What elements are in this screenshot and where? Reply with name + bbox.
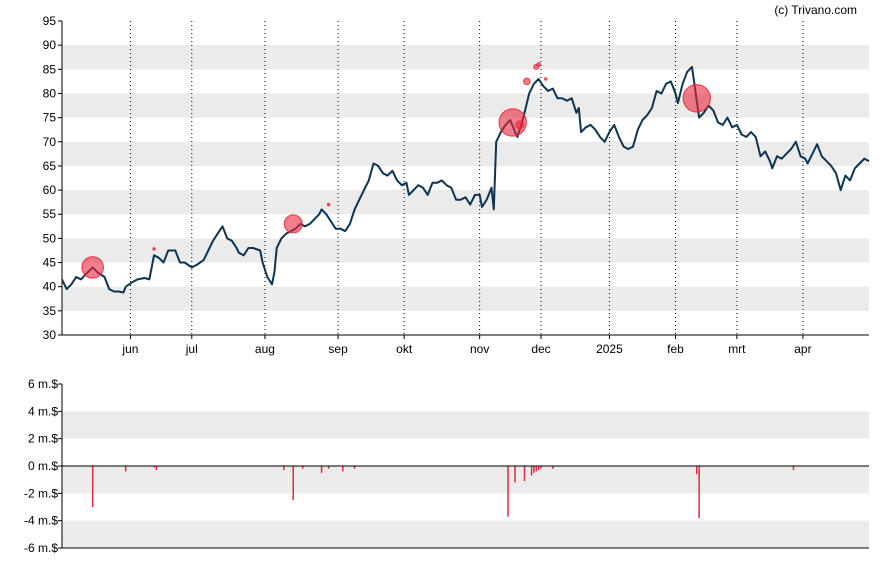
insider-trade-marker xyxy=(536,62,541,67)
x-tick-label: nov xyxy=(470,342,489,356)
insider-volume-bar xyxy=(514,466,516,483)
insider-trade-marker xyxy=(523,77,531,86)
insider-volume-bar xyxy=(342,466,344,472)
price-chart-panel: jun jul aug sep okt nov dec 2025 feb mrt apr 30 35 40… xyxy=(43,14,870,356)
x-tick-label: sep xyxy=(328,342,348,356)
insider-volume-bar xyxy=(153,466,155,468)
price-grid-band xyxy=(62,93,869,118)
x-tick-label: dec xyxy=(531,342,550,356)
volume-grid-band xyxy=(62,411,869,439)
insider-volume-bar xyxy=(792,466,795,471)
volume-grid-band xyxy=(62,520,869,548)
insider-trade-marker xyxy=(81,256,104,279)
insider-volume-bar xyxy=(695,466,698,475)
insider-volume-bar xyxy=(552,466,554,469)
insider-volume-bar xyxy=(530,466,533,476)
insider-trade-marker xyxy=(544,77,548,81)
volume-y-tick-label: 2 m.$ xyxy=(28,432,58,446)
price-y-tick-label: 65 xyxy=(43,159,57,173)
price-grid-band xyxy=(62,286,869,311)
volume-y-tick-label: -4 m.$ xyxy=(24,514,58,528)
insider-trade-marker xyxy=(326,202,331,207)
x-tick-label: jun xyxy=(121,342,138,356)
insider-volume-bar xyxy=(507,466,509,517)
price-y-tick-label: 60 xyxy=(43,183,57,197)
insider-trade-marker xyxy=(152,247,156,251)
insider-volume-bar xyxy=(537,466,540,471)
volume-y-tick-label: -2 m.$ xyxy=(24,486,58,500)
insider-trade-marker xyxy=(283,214,303,234)
volume-grid-band xyxy=(62,466,869,494)
price-y-tick-label: 80 xyxy=(43,86,57,100)
price-y-tick-label: 40 xyxy=(43,280,57,294)
x-tick-label: feb xyxy=(667,342,684,356)
price-y-tick-label: 35 xyxy=(43,304,57,318)
attribution-text: (c) Trivano.com xyxy=(774,3,857,17)
volume-y-tick-label: 0 m.$ xyxy=(28,459,58,473)
price-y-tick-label: 45 xyxy=(43,256,57,270)
volume-y-tick-label: 4 m.$ xyxy=(28,404,58,418)
insider-volume-bar xyxy=(523,466,526,482)
insider-volume-bar xyxy=(155,466,158,471)
insider-volume-bar xyxy=(533,466,535,473)
price-y-tick-label: 85 xyxy=(43,62,57,76)
x-tick-label: aug xyxy=(255,342,275,356)
insider-volume-bar xyxy=(301,466,304,469)
insider-volume-bar xyxy=(91,466,94,507)
x-tick-label: 2025 xyxy=(596,342,623,356)
price-grid-band xyxy=(62,190,869,215)
insider-volume-bar xyxy=(540,466,542,469)
insider-volume-bar xyxy=(327,466,330,469)
volume-y-tick-label: 6 m.$ xyxy=(28,377,58,391)
x-tick-label: jul xyxy=(185,342,198,356)
x-tick-label: mrt xyxy=(728,342,746,356)
insider-trade-marker xyxy=(515,120,525,130)
price-y-tick-label: 50 xyxy=(43,231,57,245)
insider-volume-bar xyxy=(698,466,700,518)
insider-volume-bar xyxy=(535,466,538,472)
price-y-tick-label: 30 xyxy=(43,328,57,342)
price-grid-band xyxy=(62,45,869,70)
price-grid-band xyxy=(62,238,869,263)
x-tick-label: apr xyxy=(794,342,811,356)
insider-volume-bar xyxy=(320,466,323,473)
volume-y-tick-label: -6 m.$ xyxy=(24,541,58,555)
price-y-tick-label: 70 xyxy=(43,135,57,149)
insider-trade-marker xyxy=(682,84,711,113)
price-y-tick-label: 55 xyxy=(43,207,57,221)
price-y-tick-label: 75 xyxy=(43,111,57,125)
insider-volume-panel: -6 m.$ -4 m.$ -2 m.$ 0 m.$ 2 m.$ 4 m.$ 6 m.$ xyxy=(24,377,869,555)
insider-volume-bar xyxy=(292,466,294,501)
insider-volume-bar xyxy=(124,466,127,472)
price-line xyxy=(61,65,870,294)
price-y-tick-label: 90 xyxy=(43,38,57,52)
price-grid-band xyxy=(62,141,869,166)
insider-volume-bar xyxy=(283,466,285,471)
x-tick-label: okt xyxy=(396,342,413,356)
insider-volume-bar xyxy=(353,466,356,469)
price-y-tick-label: 95 xyxy=(43,14,57,28)
